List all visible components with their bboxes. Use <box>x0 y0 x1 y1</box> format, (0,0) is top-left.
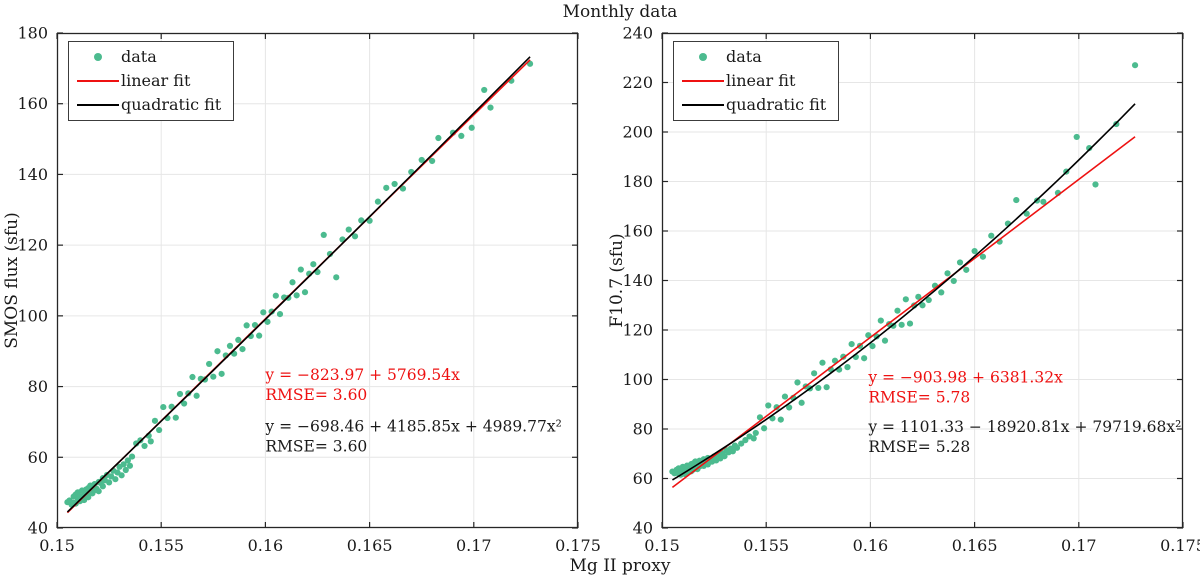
tick-marks <box>56 32 579 529</box>
right-plot: 0.15 0.155 0.16 0.165 0.17 0.175 40 60 80 100 120 1… <box>607 24 1200 556</box>
left-plot-canvas: 0.15 0.155 0.16 0.165 0.17 0.175 40 60 80 100 120 1… <box>2 24 601 556</box>
legend: data linear fit quadratic fit <box>673 41 840 121</box>
svg-text:0.16: 0.16 <box>248 536 284 555</box>
quadratic-fit-line <box>672 103 1136 481</box>
svg-text:0.175: 0.175 <box>1160 536 1200 555</box>
tick-marks <box>661 32 1184 529</box>
svg-text:80: 80 <box>633 420 653 439</box>
svg-text:180: 180 <box>622 172 653 191</box>
legend-label: data <box>121 47 157 66</box>
svg-text:0.15: 0.15 <box>39 536 75 555</box>
svg-text:160: 160 <box>17 94 48 113</box>
svg-text:120: 120 <box>622 321 653 340</box>
legend-item-quadratic-fit: quadratic fit <box>75 93 221 116</box>
svg-text:0.155: 0.155 <box>138 536 184 555</box>
svg-text:180: 180 <box>17 24 48 43</box>
svg-text:0.175: 0.175 <box>555 536 601 555</box>
svg-text:0.165: 0.165 <box>347 536 393 555</box>
y-axis-label: SMOS flux (sfu) <box>2 212 22 349</box>
legend-label: quadratic fit <box>121 95 222 114</box>
svg-text:160: 160 <box>622 222 653 241</box>
svg-text:80: 80 <box>28 377 48 396</box>
svg-text:200: 200 <box>622 123 653 142</box>
x-tick-labels: 0.15 0.155 0.16 0.165 0.17 0.175 <box>644 536 1200 555</box>
right-plot-canvas: 0.15 0.155 0.16 0.165 0.17 0.175 40 60 80 100 120 1… <box>607 24 1200 556</box>
legend-item-linear-fit: linear fit <box>75 69 221 92</box>
svg-text:220: 220 <box>622 73 653 92</box>
data-marker-swatch <box>75 52 121 61</box>
equation-annotation-quadratic: y = −698.46 + 4185.85x + 4989.77x² RMSE= … <box>264 417 561 455</box>
legend-label: data <box>726 47 762 66</box>
equation-annotation-linear: y = −823.97 + 5769.54x RMSE= 3.60 <box>264 366 460 404</box>
svg-text:140: 140 <box>17 165 48 184</box>
x-axis-label: Mg II proxy <box>569 556 671 576</box>
legend-item-data: data <box>680 45 826 68</box>
svg-text:0.155: 0.155 <box>743 536 789 555</box>
plot-border <box>56 32 579 529</box>
svg-text:120: 120 <box>17 236 48 255</box>
equation-annotation-quadratic: y = 1101.33 − 18920.81x + 79719.68x² RMSE… <box>867 418 1181 456</box>
legend-item-linear-fit: linear fit <box>680 69 826 92</box>
svg-text:40: 40 <box>28 519 48 538</box>
svg-text:0.165: 0.165 <box>952 536 998 555</box>
svg-text:60: 60 <box>28 448 48 467</box>
y-tick-labels: 40 60 80 100 120 140 160 180 <box>17 24 48 538</box>
legend-item-data: data <box>75 45 221 68</box>
linear-fit-line <box>671 136 1136 489</box>
svg-text:0.15: 0.15 <box>644 536 680 555</box>
data-marker-swatch <box>680 52 726 61</box>
figure-title: Monthly data <box>562 2 678 22</box>
quadratic-fit-line <box>66 56 531 513</box>
equation-annotation-linear: y = −903.98 + 6381.32x RMSE= 5.78 <box>867 369 1063 407</box>
left-plot: 0.15 0.155 0.16 0.165 0.17 0.175 40 60 80 100 120 1… <box>2 24 601 556</box>
legend-label: linear fit <box>121 71 191 90</box>
linear-fit-swatch <box>75 79 121 82</box>
y-axis-label: F10.7 (sfu) <box>607 233 627 327</box>
y-tick-labels: 40 60 80 100 120 140 160 180 200 220 240 <box>622 24 653 538</box>
legend: data linear fit quadratic fit <box>68 41 235 121</box>
svg-text:60: 60 <box>633 469 653 488</box>
legend-item-quadratic-fit: quadratic fit <box>680 93 826 116</box>
svg-text:0.17: 0.17 <box>1061 536 1097 555</box>
svg-text:100: 100 <box>17 306 48 325</box>
svg-text:240: 240 <box>622 24 653 43</box>
x-tick-labels: 0.15 0.155 0.16 0.165 0.17 0.175 <box>39 536 601 555</box>
svg-text:100: 100 <box>622 370 653 389</box>
quadratic-fit-swatch <box>680 103 726 106</box>
legend-label: linear fit <box>726 71 796 90</box>
svg-text:0.17: 0.17 <box>456 536 492 555</box>
legend-label: quadratic fit <box>726 95 827 114</box>
svg-text:0.16: 0.16 <box>853 536 889 555</box>
quadratic-fit-swatch <box>75 103 121 106</box>
linear-fit-swatch <box>680 79 726 82</box>
svg-text:140: 140 <box>622 271 653 290</box>
svg-text:40: 40 <box>633 519 653 538</box>
scatter-points <box>669 62 1139 478</box>
